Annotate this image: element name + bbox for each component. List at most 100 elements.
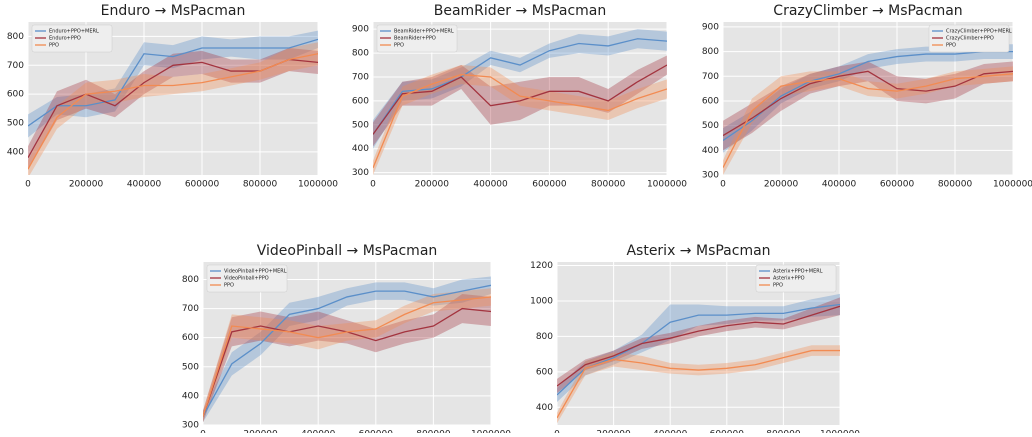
x-tick-label: 400000 bbox=[127, 180, 162, 190]
series-line bbox=[557, 305, 840, 387]
y-tick-label: 700 bbox=[352, 72, 369, 82]
x-tick-label: 0 bbox=[720, 180, 726, 190]
x-tick-label: 200000 bbox=[415, 180, 450, 190]
y-tick-label: 500 bbox=[182, 362, 199, 372]
series-line bbox=[723, 70, 1013, 137]
error-band bbox=[203, 288, 491, 423]
x-tick-label: 0 bbox=[25, 180, 31, 190]
x-tick-label: 400000 bbox=[822, 180, 857, 190]
series-line bbox=[557, 303, 840, 396]
error-band bbox=[28, 42, 318, 175]
series-line bbox=[373, 38, 667, 135]
x-tick-label: 400000 bbox=[301, 430, 336, 434]
x-tick-label: 600000 bbox=[710, 430, 745, 434]
legend-box bbox=[31, 24, 113, 53]
chart-title: CrazyClimber → MsPacman bbox=[773, 3, 962, 19]
legend-label: Enduro+PPO+MERL bbox=[49, 29, 99, 35]
y-tick-label: 800 bbox=[352, 49, 369, 59]
y-tick-label: 1000 bbox=[530, 296, 553, 306]
legend-label: PPO bbox=[224, 283, 234, 289]
y-tick-label: 700 bbox=[182, 304, 199, 314]
x-tick-label: 1000000 bbox=[647, 180, 687, 190]
chart-title: Asterix → MsPacman bbox=[626, 243, 770, 259]
legend-label: Enduro+PPO bbox=[49, 36, 81, 42]
y-tick-label: 700 bbox=[7, 61, 24, 71]
series-line bbox=[723, 50, 1013, 141]
x-tick-label: 200000 bbox=[69, 180, 104, 190]
x-tick-label: 200000 bbox=[243, 430, 278, 434]
series-line bbox=[203, 284, 491, 417]
x-tick-label: 600000 bbox=[359, 430, 394, 434]
y-tick-label: 500 bbox=[352, 120, 369, 130]
chart-title: Enduro → MsPacman bbox=[101, 3, 246, 19]
x-tick-label: 1000000 bbox=[471, 430, 511, 434]
x-tick-label: 0 bbox=[554, 430, 560, 434]
legend-label: CrazyClimber+PPO+MERL bbox=[946, 29, 1012, 35]
series-line bbox=[723, 73, 1013, 168]
legend-box bbox=[376, 24, 458, 53]
series-line bbox=[203, 296, 491, 417]
legend-label: PPO bbox=[773, 283, 783, 289]
error-band bbox=[203, 294, 491, 423]
x-tick-label: 1000000 bbox=[298, 180, 338, 190]
legend-label: Asterix+PPO bbox=[773, 276, 805, 282]
legend-label: VideoPinball+PPO bbox=[224, 276, 269, 282]
x-tick-label: 400000 bbox=[473, 180, 508, 190]
y-tick-label: 500 bbox=[7, 119, 24, 129]
legend-label: Asterix+PPO+MERL bbox=[773, 269, 823, 275]
plot-layer bbox=[723, 44, 1013, 175]
legend-label: PPO bbox=[946, 43, 956, 49]
x-tick-label: 200000 bbox=[596, 430, 631, 434]
y-tick-label: 600 bbox=[702, 96, 719, 106]
y-tick-label: 300 bbox=[702, 171, 719, 181]
series-line bbox=[28, 38, 318, 127]
y-tick-label: 900 bbox=[352, 25, 369, 35]
x-tick-label: 1000000 bbox=[820, 430, 860, 434]
legend-label: PPO bbox=[394, 43, 404, 49]
series-line bbox=[373, 73, 667, 169]
x-tick-label: 800000 bbox=[243, 180, 278, 190]
legend-label: BeamRider+PPO+MERL bbox=[394, 29, 454, 35]
y-tick-label: 400 bbox=[352, 144, 369, 154]
error-band bbox=[723, 66, 1013, 175]
legend-label: PPO bbox=[49, 43, 59, 49]
x-tick-label: 800000 bbox=[591, 180, 626, 190]
y-tick-label: 700 bbox=[702, 72, 719, 82]
x-tick-label: 800000 bbox=[416, 430, 451, 434]
legend-label: CrazyClimber+PPO bbox=[946, 36, 994, 42]
y-tick-label: 600 bbox=[352, 96, 369, 106]
x-tick-label: 600000 bbox=[880, 180, 915, 190]
legend-box bbox=[928, 24, 1010, 53]
y-tick-label: 900 bbox=[702, 22, 719, 32]
plot-layer bbox=[557, 293, 840, 424]
x-tick-label: 200000 bbox=[764, 180, 799, 190]
y-tick-label: 400 bbox=[7, 147, 24, 157]
y-tick-label: 400 bbox=[702, 146, 719, 156]
y-tick-label: 800 bbox=[702, 47, 719, 57]
series-line bbox=[28, 53, 318, 170]
chart-title: VideoPinball → MsPacman bbox=[257, 243, 438, 259]
plot-layer bbox=[28, 30, 318, 175]
x-tick-label: 600000 bbox=[185, 180, 220, 190]
x-tick-label: 0 bbox=[200, 430, 206, 434]
error-band bbox=[28, 30, 318, 138]
legend-label: BeamRider+PPO bbox=[394, 36, 436, 42]
y-tick-label: 800 bbox=[182, 275, 199, 285]
legend-box bbox=[206, 264, 288, 293]
legend-box bbox=[755, 264, 837, 293]
y-tick-label: 300 bbox=[352, 168, 369, 178]
series-line bbox=[557, 349, 840, 419]
y-tick-label: 300 bbox=[182, 421, 199, 431]
x-tick-label: 1000000 bbox=[993, 180, 1032, 190]
error-band bbox=[373, 65, 667, 175]
y-tick-label: 800 bbox=[7, 32, 24, 42]
y-tick-label: 400 bbox=[536, 403, 553, 413]
x-tick-label: 400000 bbox=[653, 430, 688, 434]
legend-label: VideoPinball+PPO+MERL bbox=[224, 269, 287, 275]
plot-layer bbox=[203, 276, 491, 423]
x-tick-label: 800000 bbox=[938, 180, 973, 190]
y-tick-label: 600 bbox=[7, 90, 24, 100]
y-tick-label: 1200 bbox=[530, 261, 553, 271]
x-tick-label: 600000 bbox=[532, 180, 567, 190]
